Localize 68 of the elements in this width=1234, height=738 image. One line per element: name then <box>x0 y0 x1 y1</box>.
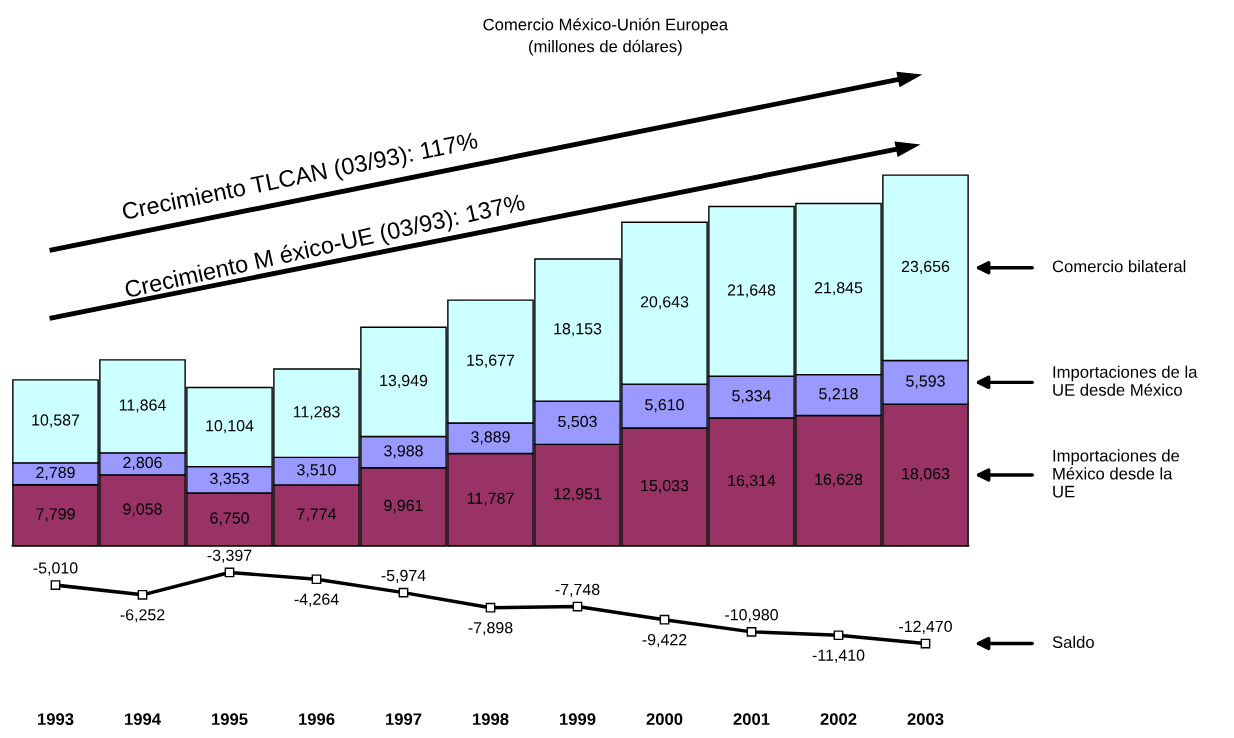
data-label: -12,470 <box>899 620 952 634</box>
x-tick-label: 1995 <box>212 713 248 726</box>
data-label: 5,218 <box>819 388 858 402</box>
data-label: 10,587 <box>32 414 80 428</box>
data-label: 2,806 <box>123 456 162 471</box>
data-label: 10,104 <box>206 420 254 434</box>
data-label: 3,510 <box>297 464 336 478</box>
data-label: 5,593 <box>906 375 945 389</box>
x-tick-label: 1998 <box>473 713 509 726</box>
data-label: 7,774 <box>297 508 337 522</box>
x-tick-label: 1997 <box>386 713 422 726</box>
point <box>485 602 496 613</box>
x-tick-label: 2002 <box>820 713 857 726</box>
x-tick-label: 2001 <box>733 713 770 726</box>
x-tick-label: 2000 <box>646 713 683 726</box>
data-label: 16,314 <box>728 474 776 489</box>
data-label: 2,789 <box>36 466 75 480</box>
data-label: -11,410 <box>812 649 865 663</box>
point <box>50 580 61 590</box>
data-label: 9,961 <box>384 499 423 513</box>
data-label: 15,677 <box>467 354 515 368</box>
data-label: 11,283 <box>293 406 340 420</box>
x-tick-label: 1993 <box>38 713 74 726</box>
legend-label: Importaciones de la UE desde México <box>1053 365 1198 396</box>
data-label: 5,503 <box>558 415 597 429</box>
data-label: 11,864 <box>119 399 166 413</box>
data-label: 21,845 <box>814 282 863 296</box>
x-tick-label: 1996 <box>299 713 335 726</box>
data-label: -10,980 <box>725 609 778 623</box>
point <box>659 614 670 625</box>
data-label: 13,949 <box>380 374 428 389</box>
data-label: -9,422 <box>642 633 687 648</box>
data-label: 12,951 <box>554 488 602 502</box>
data-label: -3,397 <box>207 549 252 563</box>
data-label: -5,010 <box>33 562 78 576</box>
data-label: 3,353 <box>210 472 249 486</box>
point <box>833 630 844 641</box>
point <box>137 589 148 600</box>
data-label: 5,610 <box>645 399 684 413</box>
data-label: -6,252 <box>120 609 165 623</box>
data-label: 21,648 <box>727 284 776 298</box>
x-tick-label: 2003 <box>907 713 944 726</box>
legend-label: Saldo <box>1052 635 1094 649</box>
data-label: -4,264 <box>294 593 339 607</box>
data-label: 18,153 <box>554 323 602 337</box>
data-label: 11,787 <box>467 492 514 506</box>
legend-label: Importaciones de México desde la UE <box>1053 449 1180 498</box>
point <box>398 587 409 598</box>
x-tick-label: 1999 <box>560 713 596 726</box>
data-label: 6,750 <box>210 512 249 526</box>
data-label: 20,643 <box>640 296 689 310</box>
data-label: 9,058 <box>123 503 162 517</box>
data-label: 3,988 <box>384 445 423 459</box>
data-label: -7,748 <box>555 583 600 597</box>
data-label: 5,334 <box>732 390 772 404</box>
point <box>311 574 322 585</box>
data-label: -5,974 <box>381 569 426 584</box>
data-label: 7,799 <box>36 508 75 522</box>
data-label: 15,033 <box>641 479 689 494</box>
data-label: 3,889 <box>471 431 510 445</box>
data-label: 18,063 <box>902 468 950 482</box>
legend-label: Comercio bilateral <box>1052 260 1186 273</box>
chart-title: Comercio México-Unión Europea (millones de dólares) <box>483 18 729 56</box>
data-label: 16,628 <box>815 473 863 487</box>
data-label: 23,656 <box>901 260 950 274</box>
point <box>746 627 757 637</box>
data-label: -7,898 <box>468 622 513 636</box>
x-tick-label: 1994 <box>125 713 161 726</box>
